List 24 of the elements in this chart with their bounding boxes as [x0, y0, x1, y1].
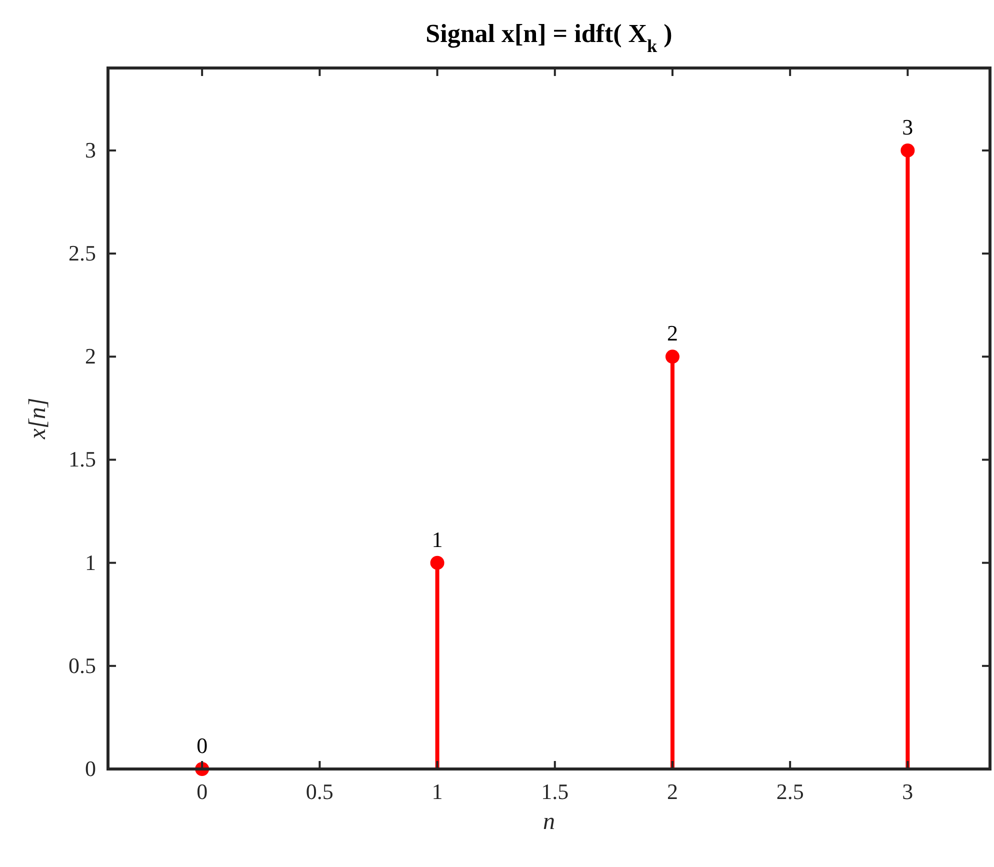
data-label: 0: [196, 733, 208, 758]
point: [665, 350, 680, 364]
x-tick-label: 0: [196, 779, 208, 804]
x-tick-label: 1: [432, 779, 443, 804]
x-axis-title: n: [543, 809, 555, 835]
y-tick-label: 1.5: [68, 446, 96, 472]
x-tick-label: 1.5: [541, 779, 569, 804]
y-axis-title: x[n]: [25, 398, 51, 440]
y-tick-label: 0.5: [68, 652, 96, 678]
point: [430, 556, 444, 570]
data-label: 2: [666, 320, 678, 346]
y-tick-label: 1: [85, 550, 96, 575]
y-tick-label: 2: [85, 344, 96, 369]
y-tick-label: 0: [85, 756, 96, 781]
x-tick-label: 3: [902, 779, 914, 804]
data-label: 3: [902, 114, 914, 140]
y-tick-label: 2.5: [68, 240, 96, 266]
y-tick-label: 3: [85, 137, 96, 162]
x-tick-label: 0.5: [306, 779, 334, 804]
x-tick-label: 2: [666, 779, 678, 804]
x-tick-label: 2.5: [776, 779, 804, 804]
point: [900, 143, 915, 158]
chart-title: Signal x[n] = idft( X$_{k}$ ): [426, 19, 672, 56]
data-label: 1: [432, 526, 443, 552]
